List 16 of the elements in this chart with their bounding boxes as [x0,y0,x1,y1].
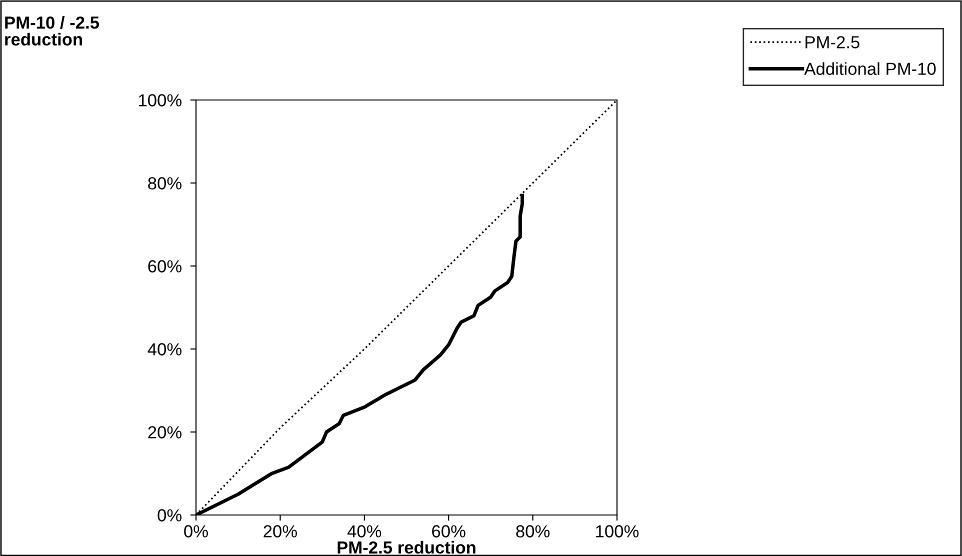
y-tick-label: 40% [148,343,182,356]
y-tick-label: 100% [139,94,182,106]
x-tick-label: 40% [347,525,382,538]
legend-label: Additional PM-10 [804,62,936,75]
x-axis-title: PM-2.5 reduction [338,540,476,554]
x-tick-label: 0% [184,525,208,538]
legend-label: PM-2.5 [806,36,860,48]
y-tick-label: 80% [148,177,182,190]
x-tick-label: 80% [516,525,550,538]
x-tick-label: 60% [432,525,466,538]
y-tick-label: 20% [148,426,182,438]
y-axis-title: PM-10 / -2.5 reduction [5,16,100,46]
x-tick-label: 20% [264,525,297,538]
x-tick-label: 100% [596,525,639,538]
y-tick-label: 60% [148,260,182,272]
y-tick-label: 0% [158,509,182,522]
